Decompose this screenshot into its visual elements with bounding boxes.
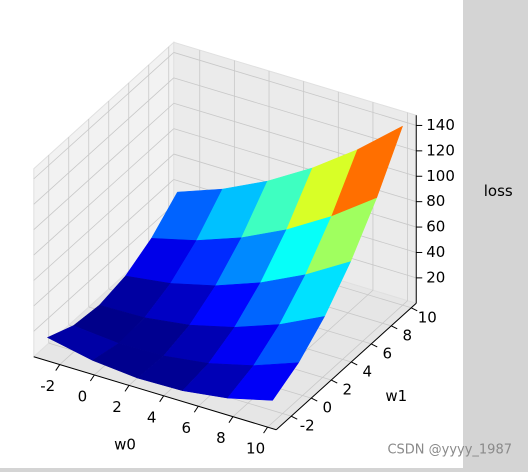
surface-patch: [226, 362, 300, 401]
z-tick-label: 40: [426, 243, 445, 261]
y-tick-label: 8: [402, 326, 412, 344]
x-tick-label: -2: [40, 377, 55, 395]
grid-line: [33, 102, 175, 230]
x-tick-label: 6: [182, 419, 192, 437]
grid-line: [33, 153, 175, 281]
grid-line: [33, 204, 175, 332]
tick-mark: [124, 385, 130, 392]
grid-line: [173, 77, 417, 152]
tick-mark: [291, 415, 298, 420]
grid-line: [33, 52, 175, 180]
y-tick-label: 10: [418, 308, 437, 326]
axis-line: [33, 356, 277, 431]
axis-line: [275, 302, 417, 431]
y-tick-label: 6: [382, 344, 392, 362]
x-tick-label: 8: [216, 429, 226, 447]
z-tick-label: 80: [426, 192, 445, 210]
tick-mark: [193, 405, 199, 413]
tick-mark: [411, 307, 418, 312]
x-tick-label: 0: [78, 387, 88, 405]
tick-mark: [55, 364, 61, 371]
z-tick-label: 60: [426, 218, 445, 236]
watermark: CSDN @yyyy_1987: [387, 443, 512, 458]
grid-line: [33, 179, 175, 307]
y-tick-label: -2: [300, 417, 315, 435]
z-tick-label: 20: [426, 268, 445, 286]
z-axis-label: loss: [484, 182, 513, 200]
tick-mark: [263, 426, 268, 434]
tick-mark: [89, 374, 95, 382]
tick-mark: [159, 395, 165, 403]
grid-line: [173, 52, 417, 126]
tick-mark: [371, 343, 378, 348]
x-tick-label: 4: [147, 408, 157, 426]
grid-line: [33, 128, 175, 256]
z-tick-label: 120: [426, 141, 455, 159]
tick-mark: [331, 379, 338, 384]
tick-mark: [228, 416, 234, 423]
y-tick-label: 0: [322, 399, 332, 417]
grid-line: [267, 300, 408, 428]
y-tick-label: 2: [342, 381, 352, 399]
z-tick-label: 140: [426, 116, 455, 134]
y-tick-label: 4: [362, 362, 372, 380]
y-axis-label: w1: [385, 387, 407, 405]
tick-mark: [311, 397, 318, 402]
x-axis-label: w0: [114, 436, 136, 454]
tick-mark: [391, 325, 398, 330]
z-tick-label: 100: [426, 167, 455, 185]
tick-mark: [351, 361, 358, 366]
x-tick-label: 2: [112, 398, 122, 416]
grid-line: [33, 77, 175, 205]
x-tick-label: 10: [246, 440, 265, 458]
